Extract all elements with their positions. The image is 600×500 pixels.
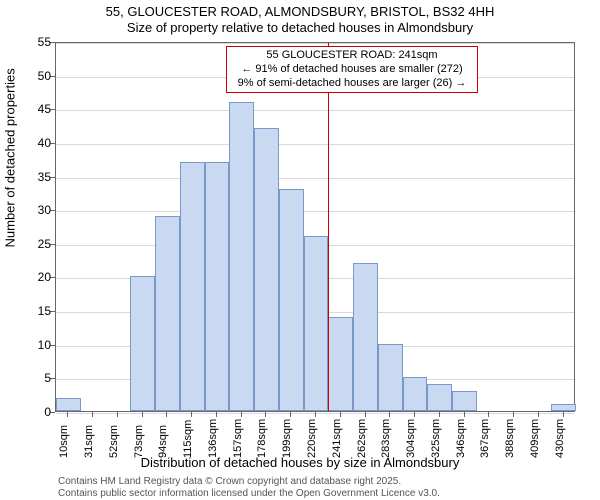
histogram-bar (279, 189, 304, 411)
histogram-bar (254, 128, 279, 411)
histogram-bar (180, 162, 205, 411)
x-tick (389, 412, 390, 417)
x-tick (414, 412, 415, 417)
reference-line (328, 43, 329, 411)
y-tick-label: 55 (11, 35, 51, 49)
grid-line (56, 211, 574, 212)
histogram-bar (427, 384, 452, 411)
histogram-bar (378, 344, 403, 411)
x-tick (439, 412, 440, 417)
y-tick-label: 45 (11, 102, 51, 116)
histogram-bar (56, 398, 81, 411)
y-tick-label: 10 (11, 338, 51, 352)
x-tick (488, 412, 489, 417)
histogram-bar (155, 216, 180, 411)
x-tick (241, 412, 242, 417)
x-tick (67, 412, 68, 417)
x-tick (563, 412, 564, 417)
x-tick (117, 412, 118, 417)
chart-title-line2: Size of property relative to detached ho… (0, 20, 600, 35)
attribution-line1: Contains HM Land Registry data © Crown c… (58, 476, 401, 487)
callout-line: 55 GLOUCESTER ROAD: 241sqm (231, 49, 473, 63)
histogram-bar (304, 236, 329, 411)
x-tick (142, 412, 143, 417)
x-tick (290, 412, 291, 417)
histogram-bar (551, 404, 576, 411)
y-tick-label: 30 (11, 203, 51, 217)
x-tick (216, 412, 217, 417)
y-tick-label: 15 (11, 304, 51, 318)
x-tick (340, 412, 341, 417)
histogram-bar (452, 391, 477, 411)
callout-line: 9% of semi-detached houses are larger (2… (231, 77, 473, 91)
grid-line (56, 43, 574, 44)
grid-line (56, 144, 574, 145)
plot-area: 55 GLOUCESTER ROAD: 241sqm← 91% of detac… (55, 42, 575, 412)
x-tick (365, 412, 366, 417)
y-tick-label: 0 (11, 405, 51, 419)
y-tick-label: 25 (11, 237, 51, 251)
x-tick (464, 412, 465, 417)
histogram-chart: 55, GLOUCESTER ROAD, ALMONDSBURY, BRISTO… (0, 0, 600, 500)
attribution-line2: Contains public sector information licen… (58, 488, 440, 499)
histogram-bar (229, 102, 254, 411)
x-tick (92, 412, 93, 417)
callout-line: ← 91% of detached houses are smaller (27… (231, 63, 473, 77)
histogram-bar (328, 317, 353, 411)
x-tick (265, 412, 266, 417)
y-tick-label: 5 (11, 371, 51, 385)
histogram-bar (403, 377, 428, 411)
y-tick-label: 35 (11, 170, 51, 184)
chart-title-line1: 55, GLOUCESTER ROAD, ALMONDSBURY, BRISTO… (0, 4, 600, 19)
histogram-bar (353, 263, 378, 411)
histogram-bar (205, 162, 230, 411)
y-tick-label: 20 (11, 270, 51, 284)
callout-box: 55 GLOUCESTER ROAD: 241sqm← 91% of detac… (226, 46, 478, 93)
grid-line (56, 178, 574, 179)
x-tick (513, 412, 514, 417)
x-tick (315, 412, 316, 417)
x-tick (538, 412, 539, 417)
x-tick (191, 412, 192, 417)
x-tick (166, 412, 167, 417)
histogram-bar (130, 276, 155, 411)
y-tick-label: 50 (11, 69, 51, 83)
y-tick-label: 40 (11, 136, 51, 150)
grid-line (56, 110, 574, 111)
